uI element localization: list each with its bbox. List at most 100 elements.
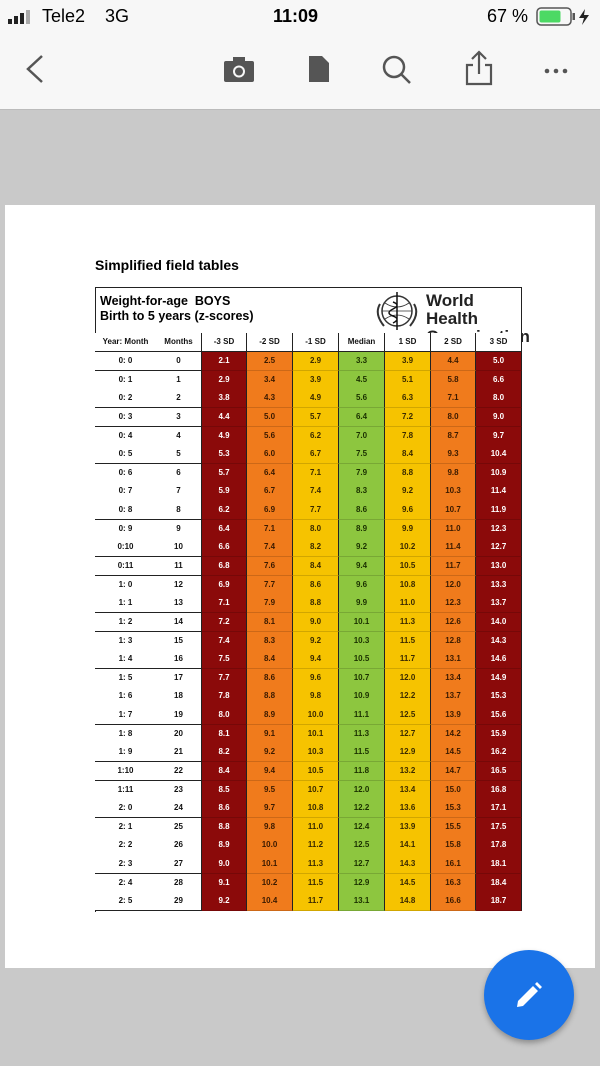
table-cell: 8.6 [247, 668, 293, 688]
row-label: 13 [156, 594, 202, 614]
row-label: 1: 9 [95, 743, 157, 763]
row-label: 18 [156, 687, 202, 707]
table-cell: 9.2 [247, 743, 293, 763]
row-label: 1: 3 [95, 631, 157, 651]
table-cell: 8.9 [339, 519, 385, 539]
column-header: -1 SD [293, 333, 339, 352]
row-label: 0: 8 [95, 501, 157, 521]
table-cell: 2.9 [293, 352, 339, 372]
table-cell: 9.1 [202, 873, 247, 893]
table-cell: 10.4 [247, 892, 293, 912]
table-cell: 15.0 [431, 780, 476, 800]
table-cell: 13.6 [385, 799, 431, 819]
row-label: 10 [156, 538, 202, 558]
table-cell: 10.3 [431, 482, 476, 502]
table-cell: 6.6 [476, 370, 522, 390]
table-cell: 14.7 [431, 761, 476, 782]
table-cell: 11.7 [293, 892, 339, 912]
battery-icon [536, 7, 589, 26]
row-label: 15 [156, 631, 202, 651]
table-cell: 9.2 [339, 538, 385, 558]
table-cell: 10.5 [339, 650, 385, 670]
table-cell: 14.9 [476, 668, 522, 688]
table-cell: 13.9 [431, 706, 476, 726]
table-cell: 7.7 [202, 668, 247, 688]
table-cell: 4.4 [202, 407, 247, 428]
search-button[interactable] [382, 55, 411, 84]
table-cell: 12.7 [339, 855, 385, 875]
table-cell: 12.0 [385, 668, 431, 688]
data-table: Year: Month Months -3 SD -2 SD -1 SD Median 1 … [95, 333, 522, 912]
table-cell: 13.4 [385, 780, 431, 800]
table-cell: 13.4 [431, 668, 476, 688]
table-cell: 14.0 [476, 612, 522, 632]
table-cell: 2.1 [202, 352, 247, 372]
row-label: 0 [156, 352, 202, 372]
table-cell: 9.0 [202, 855, 247, 875]
back-button[interactable] [26, 55, 43, 83]
table-cell: 10.3 [339, 631, 385, 651]
table-cell: 12.5 [339, 836, 385, 856]
table-cell: 5.0 [476, 352, 522, 372]
row-label: 0: 0 [95, 352, 157, 372]
toolbar-icons [26, 50, 568, 86]
table-cell: 11.3 [339, 724, 385, 744]
table-cell: 9.0 [476, 407, 522, 428]
table-cell: 10.3 [293, 743, 339, 763]
row-label: 23 [156, 780, 202, 800]
table-cell: 11.7 [431, 556, 476, 577]
table-cell: 13.9 [385, 817, 431, 837]
table-cell: 4.5 [339, 370, 385, 390]
table-cell: 6.6 [202, 538, 247, 558]
row-label: 1:11 [95, 780, 157, 800]
table-cell: 12.2 [339, 799, 385, 819]
row-label: 1: 4 [95, 650, 157, 670]
table-cell: 8.0 [202, 706, 247, 726]
carrier: Tele2 [42, 6, 86, 26]
table-cell: 5.7 [293, 407, 339, 428]
table-cell: 10.1 [293, 724, 339, 744]
pencil-icon [517, 982, 542, 1007]
table-cell: 12.3 [476, 519, 522, 539]
row-label: 1 [156, 370, 202, 390]
row-label: 1: 0 [95, 575, 157, 595]
column-header: Year: Month [95, 333, 157, 352]
table-cell: 8.9 [247, 706, 293, 726]
table-cell: 8.2 [293, 538, 339, 558]
table-cell: 11.3 [385, 612, 431, 632]
table-cell: 11.7 [385, 650, 431, 670]
table-cell: 14.6 [476, 650, 522, 670]
camera-button[interactable] [224, 57, 254, 82]
edit-button[interactable] [484, 950, 574, 1040]
row-label: 0: 4 [95, 426, 157, 446]
table-cell: 9.5 [247, 780, 293, 800]
table-cell: 9.2 [202, 892, 247, 912]
table-cell: 6.7 [247, 482, 293, 502]
row-label: 19 [156, 706, 202, 726]
table-cell: 9.1 [247, 724, 293, 744]
share-button[interactable] [465, 50, 493, 86]
table-cell: 6.4 [247, 463, 293, 483]
table-cell: 11.5 [339, 743, 385, 763]
table-cell: 18.4 [476, 873, 522, 893]
table-cell: 7.5 [202, 650, 247, 670]
table-cell: 3.3 [339, 352, 385, 372]
row-label: 1: 6 [95, 687, 157, 707]
file-button[interactable] [309, 56, 329, 82]
table-cell: 5.8 [431, 370, 476, 390]
table-cell: 4.4 [431, 352, 476, 372]
table-cell: 7.1 [293, 463, 339, 483]
table-cell: 3.9 [385, 352, 431, 372]
row-label: 0: 3 [95, 407, 157, 428]
column-header: -3 SD [202, 333, 247, 352]
more-button[interactable] [544, 68, 568, 74]
table-cell: 8.0 [476, 389, 522, 409]
table-cell: 15.8 [431, 836, 476, 856]
table-cell: 5.3 [202, 445, 247, 465]
row-label: 9 [156, 519, 202, 539]
table-cell: 7.4 [293, 482, 339, 502]
row-label: 5 [156, 445, 202, 465]
table-cell: 9.4 [339, 556, 385, 577]
table-cell: 9.9 [339, 594, 385, 614]
table-cell: 10.8 [293, 799, 339, 819]
